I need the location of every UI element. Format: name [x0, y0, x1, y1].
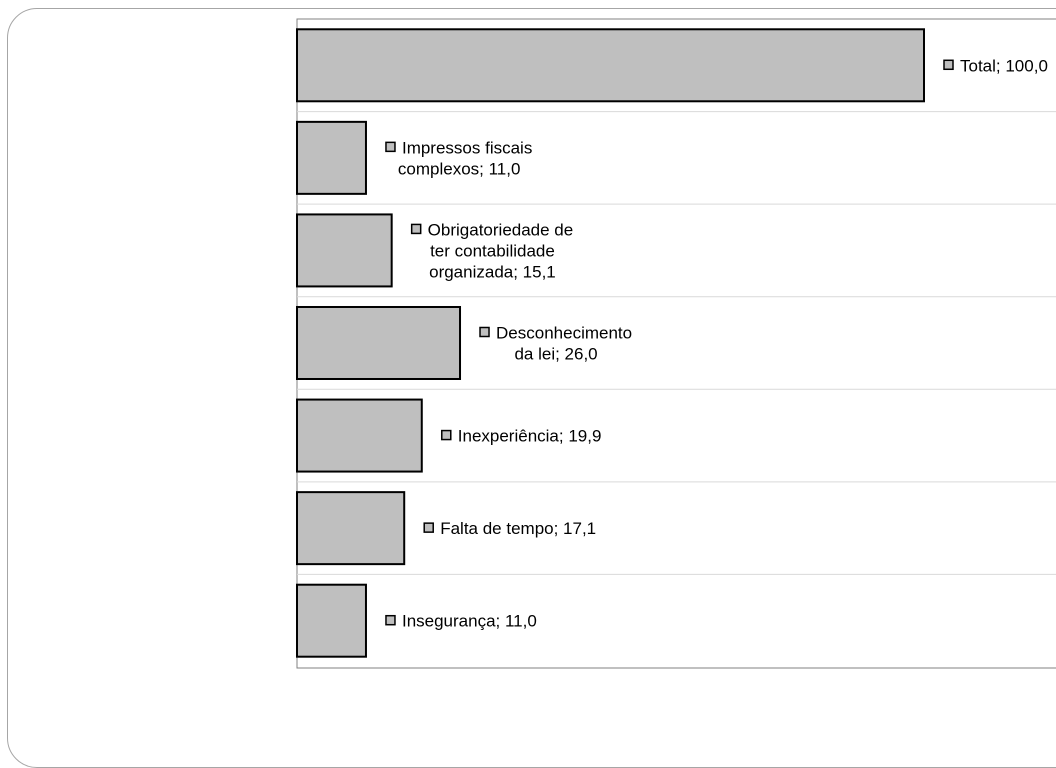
data-label: Total; 100,0 — [960, 56, 1048, 75]
bar — [296, 28, 925, 103]
bar-chart: Total; 100,0 Impressos fiscais complexos; … — [296, 18, 1056, 669]
bar — [296, 305, 462, 380]
bar — [296, 398, 423, 473]
bar — [296, 491, 406, 566]
legend-key-marker — [943, 59, 954, 71]
data-label: Desconhecimento da lei; 26,0 — [496, 323, 632, 363]
data-label: Inexperiência; 19,9 — [458, 427, 602, 446]
legend-key-marker — [410, 223, 422, 235]
slide: Total; 100,0 Impressos fiscais complexos; … — [7, 8, 1056, 768]
legend-key-marker — [385, 141, 396, 153]
data-label: Obrigatoriedade de ter contabilidade organ… — [428, 220, 574, 281]
legend-key-marker — [479, 326, 490, 338]
data-label: Impressos fiscais complexos; 11,0 — [398, 138, 532, 178]
bar — [296, 583, 367, 658]
data-label: Insegurança; 11,0 — [402, 612, 537, 631]
legend-key-marker — [423, 522, 434, 533]
legend-key-marker — [441, 429, 452, 441]
legend-key-marker — [385, 614, 396, 626]
bar — [296, 120, 367, 195]
data-label: Falta de tempo; 17,1 — [440, 519, 596, 538]
bar — [296, 213, 393, 288]
